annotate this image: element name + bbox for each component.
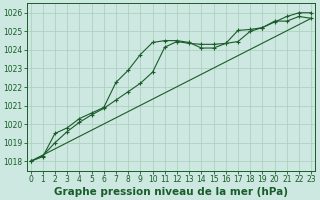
X-axis label: Graphe pression niveau de la mer (hPa): Graphe pression niveau de la mer (hPa) [54, 187, 288, 197]
